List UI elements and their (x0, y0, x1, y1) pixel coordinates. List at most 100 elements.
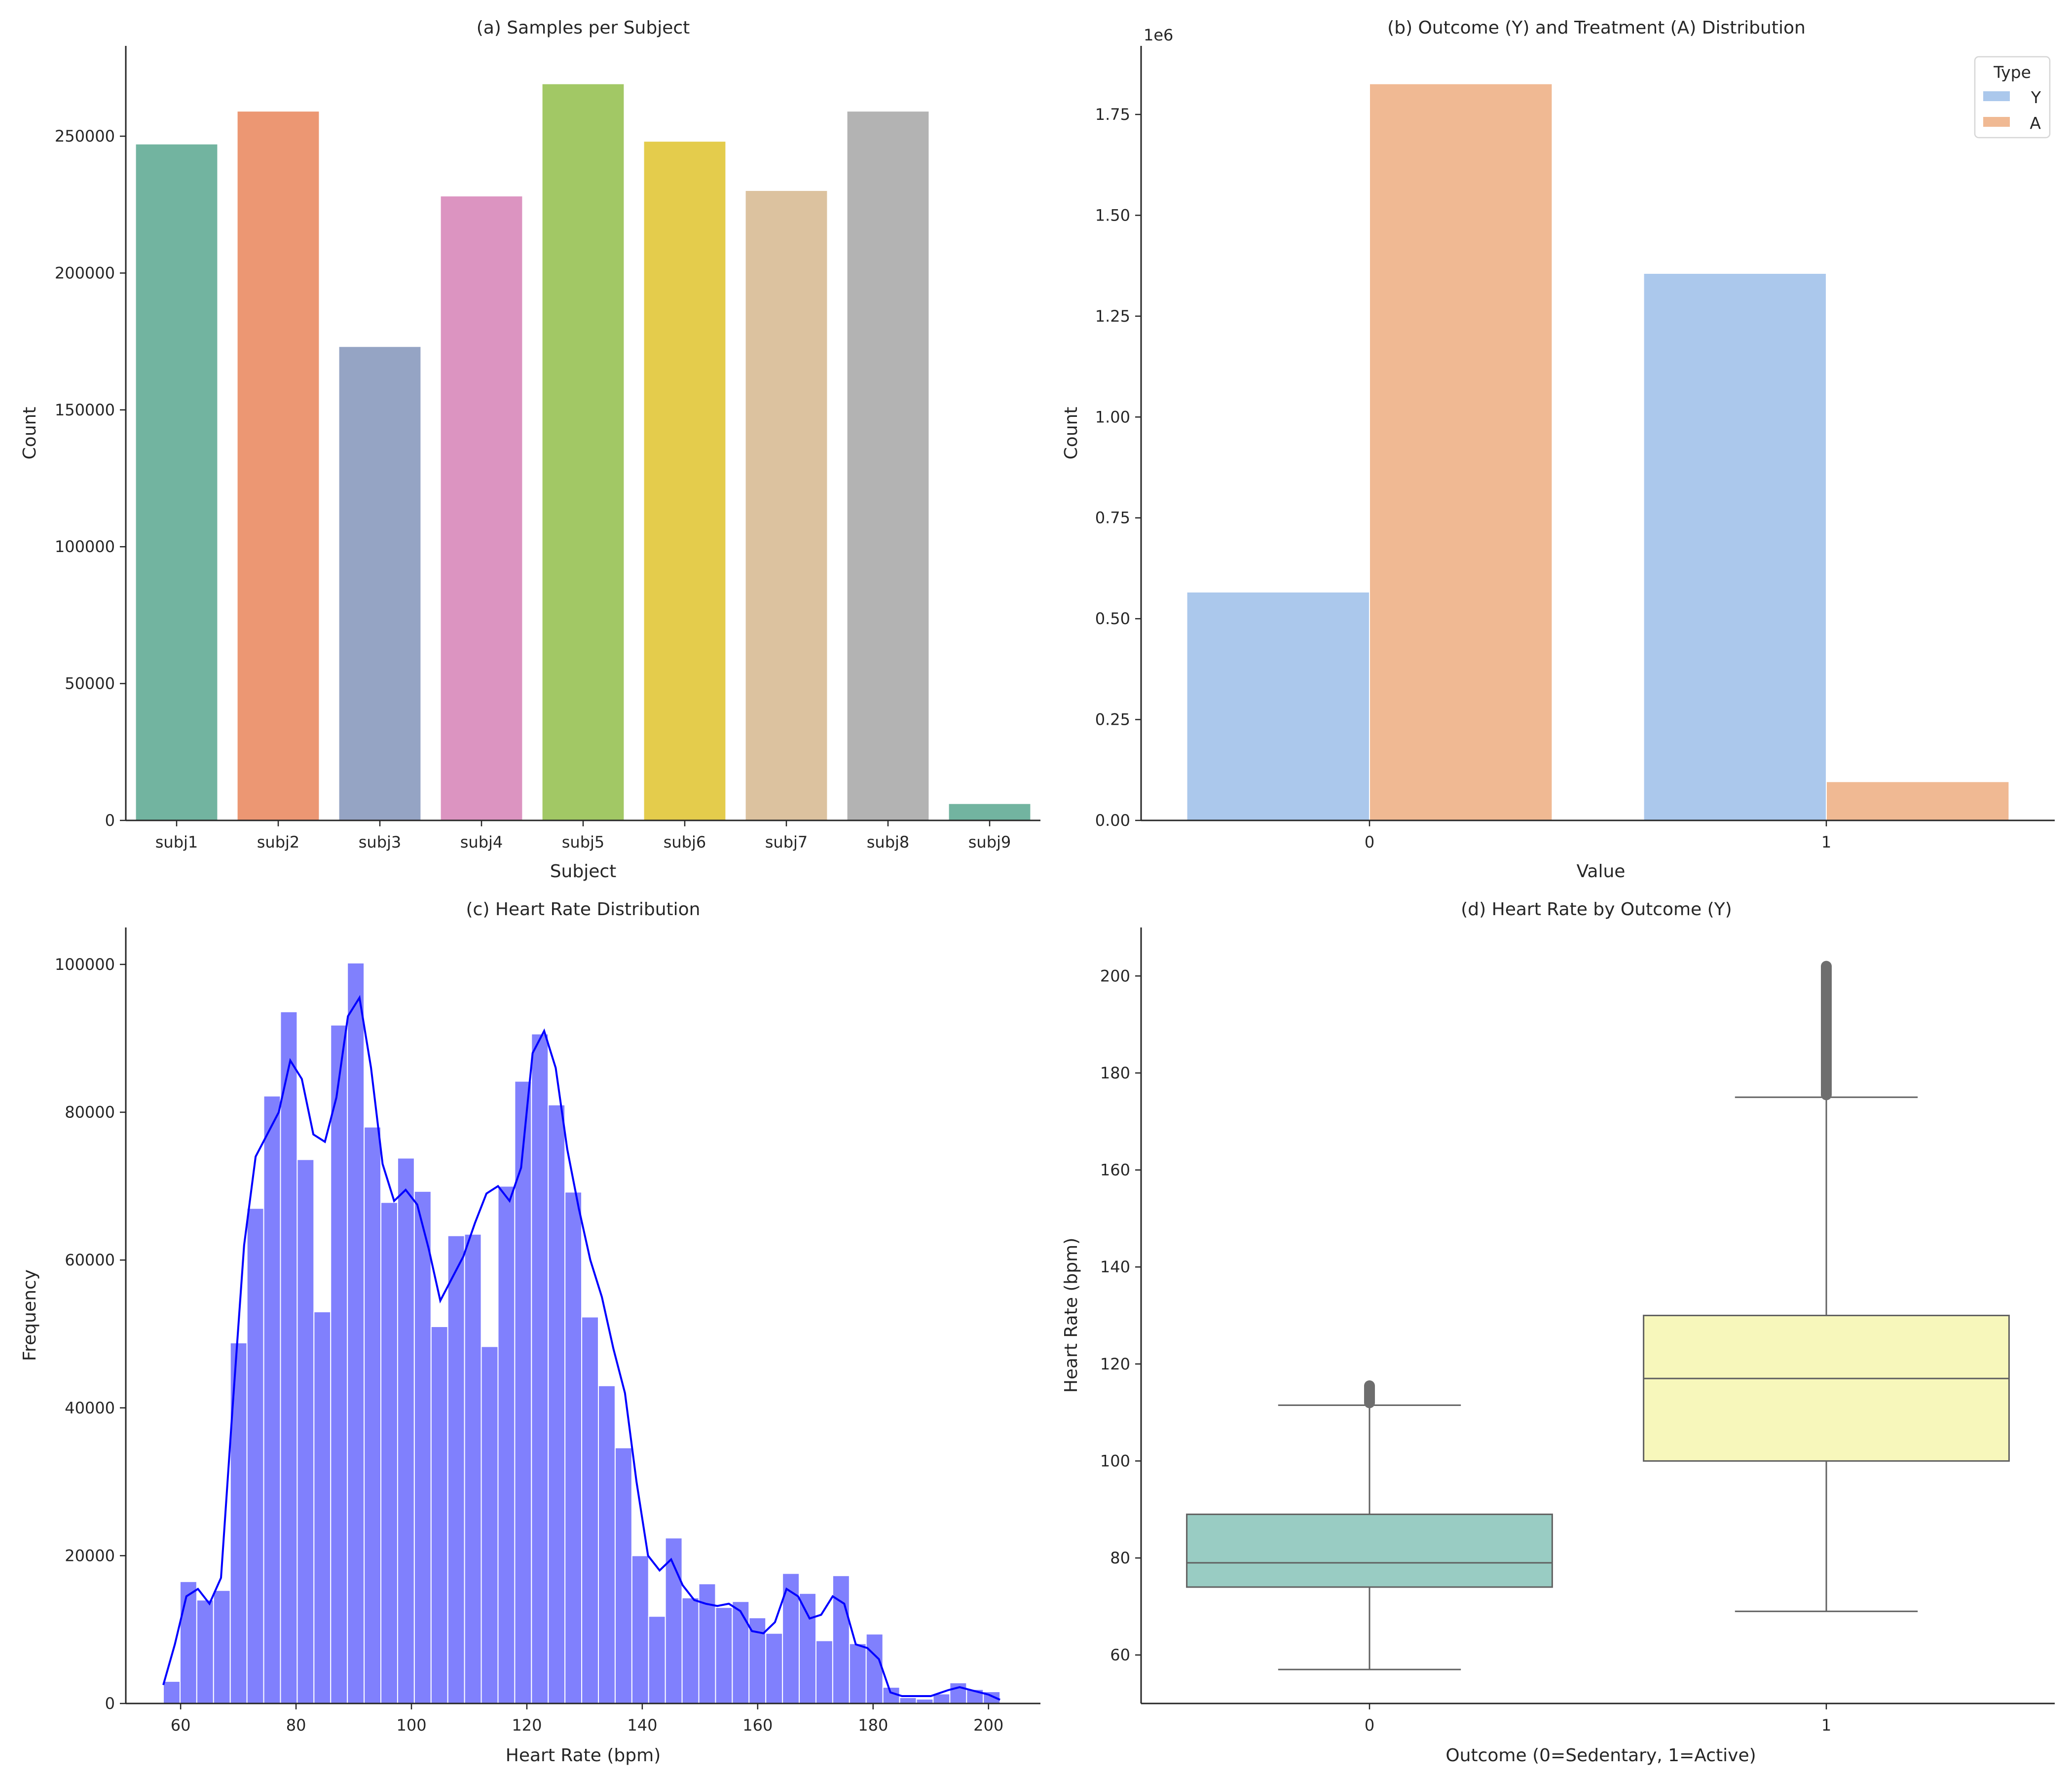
bar-subj9 (949, 804, 1031, 820)
panel-b-title: (b) Outcome (Y) and Treatment (A) Distri… (1387, 18, 1806, 38)
histogram-bar (347, 962, 365, 1704)
histogram-bar (179, 1581, 197, 1704)
x-tick-label: 160 (742, 1716, 773, 1735)
histogram-bar (597, 1385, 616, 1704)
y-tick-label: 120 (1100, 1355, 1130, 1373)
histogram-bar (263, 1095, 281, 1704)
x-tick-label: subj8 (867, 833, 910, 851)
y-tick-label: 200000 (55, 263, 115, 282)
histogram-bar (296, 1159, 315, 1704)
panel-c-y-label: Frequency (20, 1269, 40, 1361)
panel-c-x-ticks: 60 80 100 120 140 160 180 200 (171, 1703, 1003, 1735)
panel-a-y-ticks: 0 50000 100000 150000 200000 250000 (55, 127, 126, 830)
y-tick-label: 180 (1100, 1064, 1130, 1082)
bar-subj2 (237, 111, 319, 820)
histogram-bar (815, 1640, 833, 1704)
panel-c-bars (163, 962, 1001, 1704)
histogram-bar (631, 1555, 649, 1704)
legend-swatch-y (1983, 91, 2010, 101)
histogram-bar (581, 1316, 599, 1704)
histogram-bar (246, 1208, 264, 1704)
panel-d-y-ticks: 60 80 100 120 140 160 180 200 (1100, 966, 1141, 1665)
histogram-bar (681, 1597, 700, 1704)
histogram-bar (548, 1104, 566, 1704)
histogram-bar (899, 1697, 917, 1704)
panel-b-bars (1187, 84, 2009, 821)
histogram-bar (614, 1447, 632, 1704)
histogram-bar (280, 1011, 298, 1704)
x-tick-label: subj3 (359, 833, 402, 851)
x-tick-label: 120 (512, 1716, 542, 1735)
panel-b-x-label: Value (1577, 861, 1626, 882)
y-tick-label: 100000 (55, 955, 115, 974)
y-tick-label: 80 (1110, 1549, 1130, 1567)
histogram-bar (514, 1080, 532, 1704)
histogram-bar (497, 1185, 516, 1704)
y-tick-label: 60 (1110, 1646, 1130, 1665)
legend-label-a: A (2030, 113, 2041, 133)
legend-swatch-a (1983, 117, 2010, 127)
y-tick-label: 0.50 (1095, 609, 1130, 628)
y-tick-label: 1.75 (1095, 105, 1130, 124)
histogram-bar (364, 1126, 382, 1704)
y-tick-label: 140 (1100, 1258, 1130, 1276)
histogram-bar (413, 1190, 432, 1704)
box-body-1 (1643, 1315, 2010, 1462)
y-tick-label: 100 (1100, 1451, 1130, 1470)
histogram-bar (380, 1202, 398, 1704)
y-tick-label: 0 (105, 811, 115, 830)
y-tick-label: 0.00 (1095, 811, 1130, 830)
histogram-bar (163, 1681, 181, 1704)
panel-c-kde-line (162, 995, 1000, 1701)
histogram-bar (313, 1311, 332, 1704)
x-tick-label: subj9 (968, 833, 1011, 851)
x-tick-label: 140 (627, 1716, 657, 1735)
x-tick-label: 100 (396, 1716, 426, 1735)
x-tick-label: subj4 (460, 833, 503, 851)
panel-a-x-label: Subject (550, 861, 617, 882)
panel-b-y-ticks: 0.00 0.25 0.50 0.75 1.00 1.25 1.50 1.75 (1095, 105, 1141, 830)
panel-c-title: (c) Heart Rate Distribution (466, 899, 701, 920)
y-tick-label: 250000 (55, 127, 115, 146)
histogram-bar (715, 1607, 733, 1704)
panel-b-y-label: Count (1061, 407, 1081, 460)
panel-c: (c) Heart Rate Distribution 0 20000 40000 6… (20, 899, 1040, 1766)
histogram-bar (397, 1157, 415, 1704)
histogram-bar (447, 1235, 465, 1704)
histogram-bar (799, 1592, 816, 1704)
bar-A-1 (1827, 782, 2009, 820)
y-tick-label: 200 (1100, 966, 1130, 985)
histogram-bar (648, 1616, 666, 1704)
histogram-bar (949, 1682, 967, 1704)
panel-d-y-label: Heart Rate (bpm) (1061, 1238, 1081, 1393)
bar-Y-1 (1644, 274, 1826, 821)
histogram-bar (330, 1024, 348, 1704)
panel-a-title: (a) Samples per Subject (477, 18, 690, 38)
panel-b-legend: Type Y A (1974, 56, 2051, 139)
panel-a: (a) Samples per Subject 0 50000 100000 1500… (20, 18, 1040, 882)
x-tick-label: subj2 (257, 833, 300, 851)
panel-c-y-ticks: 0 20000 40000 60000 80000 100000 (55, 955, 126, 1713)
panel-c-x-label: Heart Rate (bpm) (506, 1745, 661, 1766)
y-tick-label: 1.25 (1095, 307, 1130, 326)
bar-subj8 (847, 111, 929, 820)
panel-a-y-label: Count (20, 407, 40, 460)
histogram-bar (430, 1326, 448, 1704)
histogram-bar (196, 1599, 214, 1704)
panel-d-title: (d) Heart Rate by Outcome (Y) (1461, 899, 1732, 920)
x-tick-label: subj5 (562, 833, 605, 851)
panel-a-bars (136, 84, 1031, 821)
bar-subj5 (542, 84, 624, 820)
y-tick-label: 160 (1100, 1161, 1130, 1180)
panel-b: (b) Outcome (Y) and Treatment (A) Distri… (1061, 18, 2055, 882)
y-tick-label: 100000 (55, 537, 115, 556)
y-tick-label: 0.25 (1095, 710, 1130, 729)
bar-subj3 (339, 347, 421, 820)
x-tick-label: subj7 (765, 833, 808, 851)
x-tick-label: 1 (1821, 833, 1831, 851)
bar-subj1 (136, 144, 218, 821)
x-tick-label: 0 (1365, 1716, 1374, 1735)
